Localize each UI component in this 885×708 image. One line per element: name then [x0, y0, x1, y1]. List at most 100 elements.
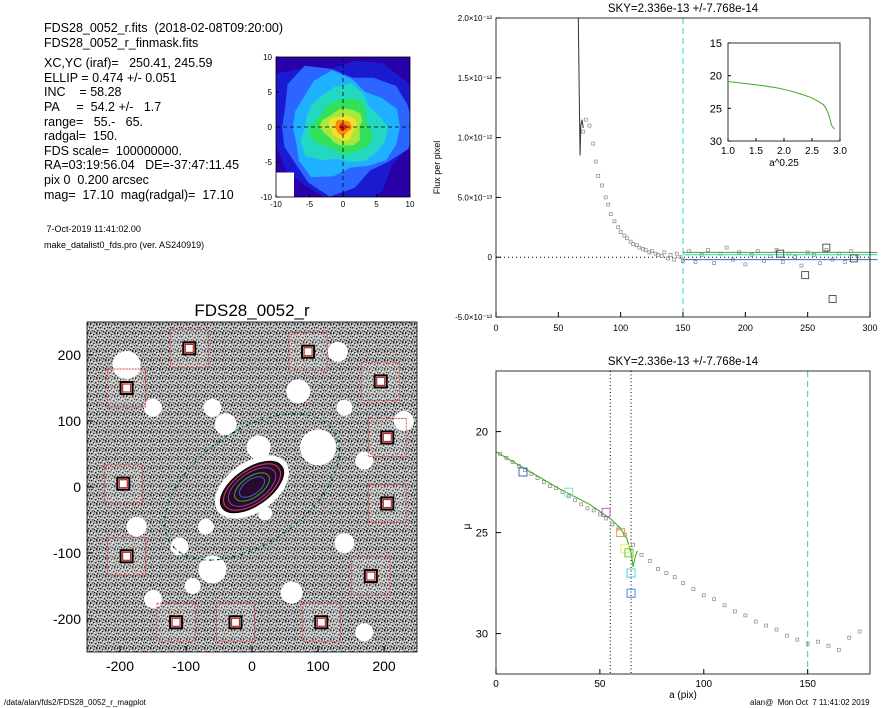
thumb-xtick-label: -10 [270, 200, 282, 209]
mask-star-box [380, 496, 395, 511]
flux-xtick-label: 100 [613, 323, 628, 333]
info-line: pix 0 0.200 arcsec [44, 172, 149, 187]
thumb-white-corner [276, 172, 294, 197]
flux-point [780, 260, 785, 264]
image-title: FDS28_0052_r [194, 301, 310, 320]
masked-star [203, 398, 222, 417]
thumb-xtick-label: -5 [306, 200, 314, 209]
mask-star-box [182, 341, 197, 356]
flux-point [666, 256, 670, 261]
mu-point [610, 522, 615, 527]
masked-star [246, 435, 271, 460]
inset-xtick-label: 3.0 [833, 146, 847, 157]
mu-point [795, 637, 800, 642]
thumb-xtick-label: 5 [374, 200, 379, 209]
mu-xtick-label: 150 [799, 679, 816, 690]
date-text: 7-Oct-2019 11:41:02.00 [44, 224, 141, 234]
mask-star-box [301, 344, 316, 359]
flux-point [712, 261, 717, 266]
mu-point [681, 581, 685, 585]
galaxy-body [219, 460, 285, 514]
thumb-ytick-label: 10 [263, 53, 272, 62]
image-xtick-label: 0 [248, 658, 256, 674]
flux-point [591, 141, 596, 146]
mu-point [805, 641, 810, 646]
footer-user: alan@ Mon Oct 7 11:41:02 2019 [750, 698, 870, 707]
mask-star-box [228, 615, 243, 630]
flux-point [672, 257, 677, 262]
mu-point [548, 484, 552, 488]
flux-marker-square [828, 295, 837, 303]
flux-ytick-label: 1.0×10⁻¹² [458, 134, 493, 143]
mask-star-box [314, 615, 329, 630]
mu-point [836, 647, 841, 652]
mu-point [847, 635, 852, 640]
mu-ylabel: μ [462, 523, 473, 529]
flux-point [643, 248, 648, 252]
info-line: mag= 17.10 mag(radgal)= 17.10 [44, 187, 234, 202]
inset-xtick-label: 2.0 [777, 146, 791, 157]
flux-point [625, 236, 629, 240]
mu-point [579, 502, 584, 507]
image-ytick-label: -200 [53, 611, 81, 627]
flux-inner-curve [577, 17, 584, 156]
image-xtick-label: 200 [372, 658, 396, 674]
mask-box [301, 602, 341, 642]
flux-point [628, 239, 633, 244]
inset-profile-curve [727, 81, 835, 130]
contour-level-8 [339, 123, 347, 131]
flux-point [843, 260, 847, 264]
flux-xtick-label: 150 [675, 323, 690, 333]
flux-ytick-label: 0 [488, 253, 493, 262]
thumb-xtick-label: 0 [341, 200, 346, 209]
inset-frame [727, 42, 841, 142]
mu-xlabel: a (pix) [669, 690, 697, 701]
flux-point [668, 252, 673, 257]
mu-point [733, 609, 737, 614]
info-line: FDS scale= 100000000. [44, 143, 182, 158]
mask-star-box [373, 374, 388, 389]
flux-point [600, 183, 604, 188]
masked-star [144, 398, 162, 417]
flux-xtick-label: 50 [553, 323, 563, 333]
flux-marker-square [849, 254, 858, 263]
flux-point [693, 260, 698, 264]
flux-xtick-label: 200 [738, 323, 753, 333]
flux-point [818, 261, 822, 266]
mu-point [585, 506, 590, 511]
inset-xtick-label: 1.5 [749, 146, 763, 157]
mask-star-inner [366, 571, 376, 581]
mu-point [598, 512, 602, 517]
mu-point [701, 593, 706, 598]
image-xtick-label: 100 [306, 658, 330, 674]
flux-point [706, 248, 710, 252]
program-text: make_datalist0_fds.pro (ver. AS240919) [44, 240, 205, 250]
flux-point [724, 245, 729, 250]
image-ytick-label: 0 [73, 479, 81, 495]
flux-ytick-label: 2.0×10⁻¹² [458, 14, 493, 23]
info-line: ELLIP = 0.474 +/- 0.051 [44, 70, 177, 85]
inset-xlabel: a^0.25 [769, 158, 799, 169]
mu-point [573, 498, 577, 503]
info-line: FDS28_0052_r_finmask.fits [44, 35, 199, 50]
flux-point [793, 255, 798, 260]
thumb-ytick-label: -10 [260, 193, 272, 202]
mu-ytick-label: 30 [476, 629, 488, 641]
mask-star-inner [118, 479, 128, 489]
masked-star [112, 350, 141, 379]
flux-point [659, 254, 664, 258]
masked-star [184, 578, 201, 594]
inset-xtick-label: 2.5 [805, 146, 819, 157]
image-xtick-label: -100 [172, 658, 200, 674]
flux-point [583, 117, 588, 122]
mu-point [785, 633, 789, 638]
mu-point [647, 559, 652, 563]
isophote-ring [227, 467, 277, 507]
mask-star-box [116, 476, 131, 491]
mu-frame [495, 370, 871, 675]
mu-marker-square [564, 487, 574, 497]
mu-point [774, 627, 779, 632]
flux-point [606, 202, 611, 207]
image-area [87, 322, 417, 652]
